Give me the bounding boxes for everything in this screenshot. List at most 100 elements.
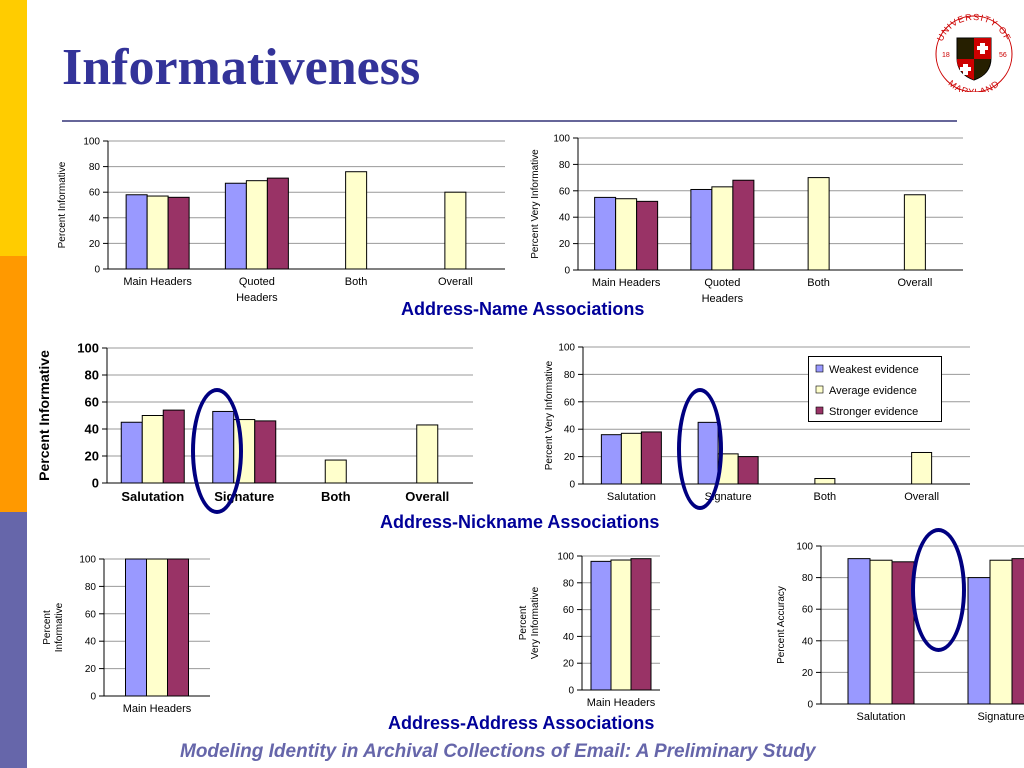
x-category-label: Overall <box>897 277 932 289</box>
chart-name-very-informative: 0 20 40 60 80 100 Percent Very Informative Main… <box>530 134 963 305</box>
y-tick-label: 80 <box>89 162 101 173</box>
y-tick-label: 60 <box>802 605 814 616</box>
accent-bar-orange <box>0 256 27 512</box>
bar-both-average <box>807 177 830 271</box>
x-category-label: Overall <box>438 276 473 288</box>
bar-both-average <box>814 478 836 485</box>
bar-overall-average <box>903 194 926 271</box>
accent-bar-yellow <box>0 0 27 256</box>
x-category-label: Salutation <box>607 491 656 503</box>
legend-swatch-stronger <box>815 406 824 415</box>
x-category-label: Signature <box>705 491 752 503</box>
accent-bar-purple <box>0 512 27 768</box>
bar-quoted-headers-stronger <box>732 179 755 271</box>
y-tick-label: 40 <box>89 213 101 224</box>
y-axis-label: Percent Very Informative <box>544 360 555 470</box>
y-tick-label: 20 <box>802 668 814 679</box>
y-tick-label: 20 <box>559 239 571 250</box>
y-axis-label: Percent Informative <box>36 350 52 481</box>
y-tick-label: 60 <box>85 395 99 410</box>
y-tick-label: 80 <box>563 578 575 589</box>
x-category-label: Signature <box>977 711 1024 723</box>
footer-text: Modeling Identity in Archival Collection… <box>180 741 816 762</box>
slide-title: Informativeness <box>62 39 421 96</box>
bar-salutation-stronger <box>640 431 662 485</box>
y-tick-label: 0 <box>94 265 100 276</box>
x-category-label: Overall <box>904 491 939 503</box>
x-category-label: Headers <box>702 293 744 305</box>
y-tick-label: 0 <box>807 700 813 711</box>
y-tick-label: 100 <box>553 134 570 145</box>
x-category-label: Main Headers <box>123 276 192 288</box>
x-category-label: Overall <box>405 489 449 504</box>
bar-quoted-headers-average <box>711 186 734 271</box>
section-label-nickname: Address-Nickname Associations <box>380 512 660 532</box>
y-tick-label: 80 <box>85 582 97 593</box>
x-category-label: Headers <box>236 292 278 304</box>
bar-main-headers-weakest <box>125 558 147 697</box>
chart-nickname-informative: 0 20 40 60 80 100 Percent Informative Salutatio… <box>36 341 473 504</box>
x-category-label: Main Headers <box>123 703 192 715</box>
y-tick-label: 100 <box>796 542 813 553</box>
y-tick-label: 60 <box>564 397 576 408</box>
bar-signature-stronger <box>254 420 277 484</box>
bar-main-headers-weakest <box>125 194 148 270</box>
highlight-ellipse-signature-2 <box>677 388 723 510</box>
y-axis-label: Percent <box>42 610 53 645</box>
y-tick-label: 0 <box>90 692 96 703</box>
y-tick-label: 60 <box>563 605 575 616</box>
bar-both-average <box>324 459 347 484</box>
bar-overall-average <box>444 191 467 270</box>
bar-main-headers-average <box>146 558 168 697</box>
y-tick-label: 20 <box>563 659 575 670</box>
y-tick-label: 60 <box>559 186 571 197</box>
x-category-label: Main Headers <box>587 697 656 709</box>
y-tick-label: 40 <box>85 637 97 648</box>
y-tick-label: 0 <box>568 686 574 697</box>
y-tick-label: 100 <box>557 552 574 563</box>
y-tick-label: 100 <box>558 343 575 354</box>
y-axis-label: Percent Informative <box>57 161 68 248</box>
chart-address-informative: 0 20 40 60 80 100 Percent Informative Main Heade… <box>42 555 210 715</box>
bar-salutation-weakest <box>847 558 871 705</box>
y-tick-label: 100 <box>83 137 100 148</box>
y-axis-label: Percent Very Informative <box>530 149 541 259</box>
title-rule <box>62 120 957 122</box>
bar-quoted-headers-weakest <box>224 182 247 270</box>
bar-quoted-headers-average <box>245 180 268 270</box>
y-tick-label: 20 <box>89 239 101 250</box>
y-tick-label: 80 <box>85 368 99 383</box>
y-axis-label: Percent Accuracy <box>776 586 787 664</box>
bar-salutation-average <box>869 559 893 705</box>
legend-swatch-average <box>815 385 824 394</box>
bar-both-average <box>345 171 368 270</box>
y-tick-label: 20 <box>564 452 576 463</box>
section-label-address: Address-Address Associations <box>388 713 655 733</box>
y-tick-label: 100 <box>79 555 96 566</box>
bar-main-headers-average <box>146 195 169 270</box>
bar-main-headers-stronger <box>167 196 190 270</box>
y-tick-label: 60 <box>89 188 101 199</box>
bar-salutation-average <box>141 415 164 484</box>
y-tick-label: 40 <box>563 632 575 643</box>
svg-text:18: 18 <box>942 52 950 59</box>
y-tick-label: 0 <box>92 476 99 491</box>
highlight-ellipse-signature-3 <box>911 528 966 652</box>
section-label-name: Address-Name Associations <box>401 299 645 319</box>
bar-main-headers-weakest <box>590 560 612 691</box>
y-tick-label: 40 <box>564 425 576 436</box>
bar-salutation-weakest <box>600 434 622 485</box>
y-tick-label: 20 <box>85 664 97 675</box>
chart-address-accuracy: 0 20 40 60 80 100 Percent Accuracy Salutation Si… <box>776 542 1024 723</box>
y-axis-label: Informative <box>54 602 65 652</box>
bar-salutation-stronger <box>162 409 185 484</box>
y-axis-label: Percent <box>518 606 529 641</box>
chart-name-informative: 0 20 40 60 80 100 Percent Informative Main Head… <box>57 137 505 304</box>
y-tick-label: 0 <box>564 266 570 277</box>
x-category-label: Quoted <box>704 277 740 289</box>
y-tick-label: 40 <box>802 636 814 647</box>
bar-signature-stronger <box>1011 558 1024 705</box>
y-tick-label: 0 <box>569 480 575 491</box>
legend-label-stronger: Stronger evidence <box>829 406 918 418</box>
